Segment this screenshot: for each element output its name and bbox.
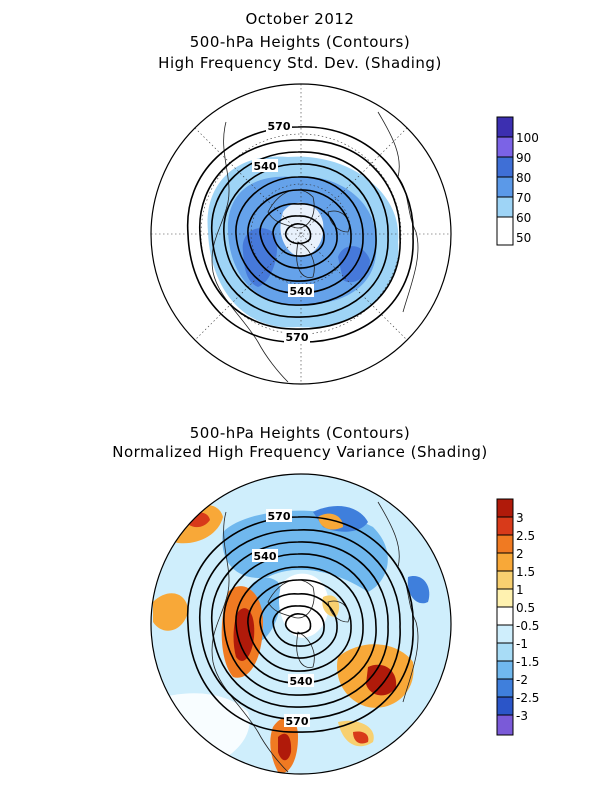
top-cbar-swatch-5 bbox=[496, 196, 514, 218]
bottom-shade-pos-9 bbox=[366, 664, 397, 696]
bottom-cbar-swatch-12 bbox=[496, 696, 514, 716]
bottom-cbar-label-neg-0-5: -0.5 bbox=[516, 619, 539, 633]
bottom-map-border bbox=[150, 473, 452, 775]
bottom-shade-pos-11 bbox=[278, 733, 292, 761]
top-polar-map: 570 540 540 570 bbox=[150, 83, 452, 385]
bottom-cbar-label-2-5: 2.5 bbox=[516, 529, 535, 543]
bottom-contour-label-540-lower: 540 bbox=[290, 675, 313, 688]
bottom-cbar-label-0-5: 0.5 bbox=[516, 601, 535, 615]
bottom-cbar-label-1-5: 1.5 bbox=[516, 565, 535, 579]
bottom-cbar-label-1: 1 bbox=[516, 583, 524, 597]
bottom-shade-pos-3 bbox=[153, 593, 188, 631]
bottom-cbar-swatch-10 bbox=[496, 660, 514, 680]
bottom-cbar-label-neg-2: -2 bbox=[516, 673, 528, 687]
bottom-cbar-swatch-7 bbox=[496, 606, 514, 626]
bottom-cbar-swatch-3 bbox=[496, 534, 514, 554]
bottom-title-line-1: 500-hPa Heights (Contours) bbox=[189, 424, 411, 442]
top-cbar-swatch-2 bbox=[496, 136, 514, 158]
top-cbar-label-50: 50 bbox=[516, 231, 531, 245]
bottom-cbar-swatch-2 bbox=[496, 516, 514, 536]
bottom-cbar-label-neg-1-5: -1.5 bbox=[516, 655, 539, 669]
bottom-polar-map: 570 540 540 570 bbox=[150, 473, 452, 775]
top-cbar-label-100: 100 bbox=[516, 131, 539, 145]
bottom-shade-pos-13 bbox=[353, 731, 369, 744]
top-colorbar: 100 90 80 70 60 50 bbox=[496, 116, 539, 246]
top-cbar-label-70: 70 bbox=[516, 191, 531, 205]
bottom-shade-white-2 bbox=[151, 693, 250, 772]
top-cbar-swatch-1 bbox=[496, 116, 514, 138]
bottom-contour-label-540-upper: 540 bbox=[254, 550, 277, 563]
top-cbar-label-80: 80 bbox=[516, 171, 531, 185]
top-title-line-1: October 2012 bbox=[245, 10, 355, 28]
top-contour-label-540-upper: 540 bbox=[254, 160, 277, 173]
bottom-cbar-label-neg-1: -1 bbox=[516, 637, 528, 651]
top-contour-label-570-lower: 570 bbox=[286, 331, 309, 344]
bottom-cbar-swatch-9 bbox=[496, 642, 514, 662]
bottom-cbar-swatch-8 bbox=[496, 624, 514, 644]
bottom-shade-pos-7 bbox=[318, 513, 343, 530]
bottom-cbar-label-neg-3: -3 bbox=[516, 709, 528, 723]
bottom-cbar-swatch-1 bbox=[496, 498, 514, 518]
top-map-border bbox=[150, 83, 452, 385]
top-cbar-label-90: 90 bbox=[516, 151, 531, 165]
top-contour-label-570-upper: 570 bbox=[268, 120, 291, 133]
top-cbar-swatch-6 bbox=[496, 216, 514, 246]
bottom-contour-label-570-upper: 570 bbox=[268, 510, 291, 523]
bottom-cbar-swatch-6 bbox=[496, 588, 514, 608]
top-cbar-swatch-3 bbox=[496, 156, 514, 178]
bottom-cbar-label-2: 2 bbox=[516, 547, 524, 561]
bottom-cbar-swatch-4 bbox=[496, 552, 514, 572]
top-title-line-3: High Frequency Std. Dev. (Shading) bbox=[158, 54, 442, 72]
bottom-cbar-label-neg-2-5: -2.5 bbox=[516, 691, 539, 705]
bottom-cbar-label-3: 3 bbox=[516, 511, 524, 525]
bottom-cbar-swatch-11 bbox=[496, 678, 514, 698]
top-contour-label-540-lower: 540 bbox=[290, 285, 313, 298]
bottom-cbar-swatch-13 bbox=[496, 714, 514, 736]
bottom-title-line-2: Normalized High Frequency Variance (Shad… bbox=[112, 443, 488, 461]
bottom-cbar-swatch-5 bbox=[496, 570, 514, 590]
bottom-colorbar: 3 2.5 2 1.5 1 0.5 -0.5 -1 -1.5 -2 -2.5 -… bbox=[496, 498, 539, 736]
top-cbar-label-60: 60 bbox=[516, 211, 531, 225]
top-height-contours bbox=[186, 126, 414, 343]
top-shade-80-b bbox=[338, 246, 370, 283]
bottom-contour-label-570-lower: 570 bbox=[286, 715, 309, 728]
top-title-line-2: 500-hPa Heights (Contours) bbox=[189, 33, 411, 51]
top-cbar-swatch-4 bbox=[496, 176, 514, 198]
bottom-shade-pos-5 bbox=[233, 608, 255, 661]
bottom-shade-neg-3 bbox=[407, 576, 430, 604]
